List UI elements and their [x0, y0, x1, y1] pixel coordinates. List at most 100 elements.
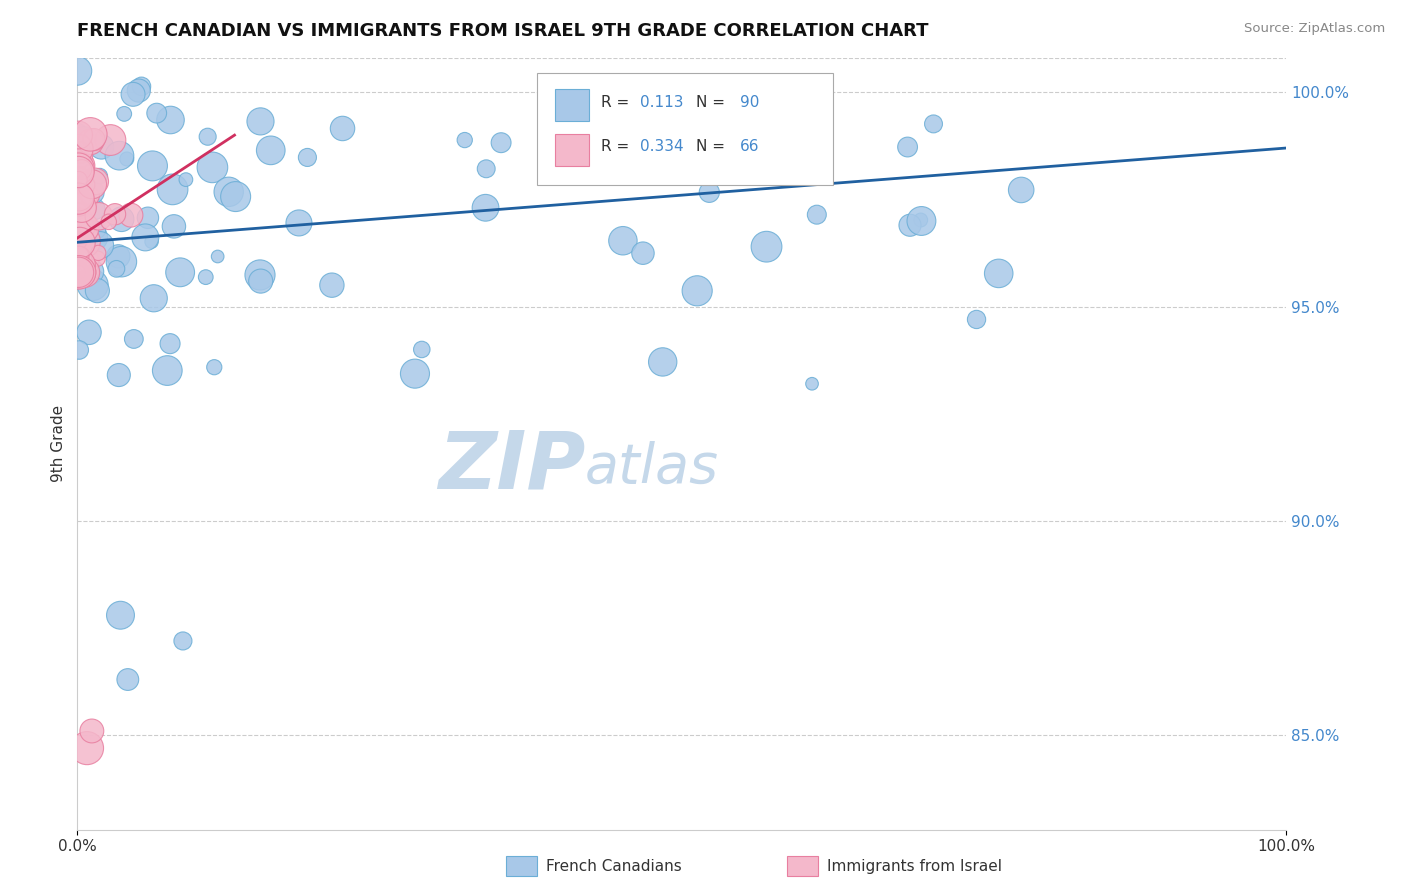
Point: [107, 249, 129, 263]
Point: [67, 161, 90, 176]
Point: [83, 132, 105, 146]
Point: [110, 212, 132, 227]
Point: [67, 265, 90, 279]
FancyBboxPatch shape: [537, 73, 832, 186]
Point: [69, 235, 91, 250]
Point: [159, 113, 181, 128]
Y-axis label: 9th Grade: 9th Grade: [51, 405, 66, 483]
Point: [67, 228, 90, 243]
Point: [69, 174, 91, 188]
Point: [69, 197, 91, 211]
Point: [141, 159, 163, 173]
Point: [67, 265, 90, 279]
Text: N =: N =: [696, 139, 730, 154]
Point: [80, 264, 103, 278]
Point: [755, 240, 778, 254]
Point: [70, 159, 93, 173]
Point: [67, 178, 90, 192]
Point: [67, 258, 90, 272]
Point: [69, 218, 91, 232]
Text: 0.113: 0.113: [640, 95, 683, 111]
Point: [108, 149, 131, 163]
Point: [79, 189, 101, 203]
Point: [87, 209, 110, 223]
Point: [77, 326, 100, 340]
Point: [651, 355, 673, 369]
Point: [70, 162, 93, 177]
Point: [474, 201, 496, 215]
Point: [100, 133, 122, 147]
Point: [194, 270, 217, 285]
Point: [697, 186, 720, 200]
Point: [142, 291, 165, 305]
Point: [89, 169, 111, 183]
Point: [910, 213, 932, 227]
Point: [67, 159, 90, 173]
Point: [72, 228, 94, 243]
Point: [69, 178, 91, 192]
Point: [69, 159, 91, 173]
Point: [67, 231, 90, 245]
Text: ZIP: ZIP: [437, 428, 585, 506]
Point: [79, 128, 101, 142]
Point: [621, 148, 644, 162]
Point: [201, 161, 224, 175]
Point: [631, 246, 654, 260]
Point: [806, 208, 828, 222]
Point: [86, 252, 108, 266]
Point: [82, 185, 104, 199]
Point: [174, 172, 197, 186]
Point: [108, 368, 131, 382]
Point: [73, 265, 96, 279]
Point: [136, 211, 159, 225]
Point: [67, 244, 90, 259]
Text: 0.334: 0.334: [640, 139, 683, 154]
Point: [207, 250, 229, 264]
Point: [67, 265, 90, 279]
Text: French Canadians: French Canadians: [546, 859, 682, 873]
Point: [475, 161, 498, 176]
Point: [172, 634, 194, 648]
Point: [966, 312, 988, 326]
Point: [67, 216, 90, 230]
Point: [576, 109, 599, 123]
Point: [141, 235, 163, 249]
Point: [87, 246, 110, 260]
Point: [70, 259, 93, 273]
Point: [922, 117, 945, 131]
Point: [411, 343, 433, 357]
Point: [66, 126, 89, 140]
Point: [70, 174, 93, 188]
Point: [83, 202, 105, 216]
Point: [83, 230, 105, 244]
Point: [122, 332, 145, 346]
Point: [145, 106, 167, 120]
Point: [67, 255, 90, 269]
Point: [612, 234, 634, 248]
Point: [67, 220, 90, 235]
Point: [67, 255, 90, 269]
Point: [72, 262, 94, 277]
Point: [112, 107, 135, 121]
Text: 90: 90: [740, 95, 759, 111]
Point: [67, 265, 90, 279]
Point: [110, 608, 132, 623]
Point: [67, 233, 90, 247]
Point: [110, 254, 132, 268]
Point: [67, 142, 90, 156]
Point: [249, 268, 271, 282]
Point: [67, 265, 90, 279]
Point: [80, 135, 103, 149]
Point: [90, 140, 112, 154]
Point: [898, 219, 921, 233]
Point: [67, 343, 90, 357]
Point: [97, 215, 120, 229]
Point: [910, 214, 932, 228]
Point: [89, 238, 111, 252]
Point: [67, 203, 90, 218]
Point: [117, 673, 139, 687]
Point: [67, 165, 90, 179]
Point: [806, 148, 828, 162]
Point: [1010, 183, 1032, 197]
Point: [454, 133, 477, 147]
